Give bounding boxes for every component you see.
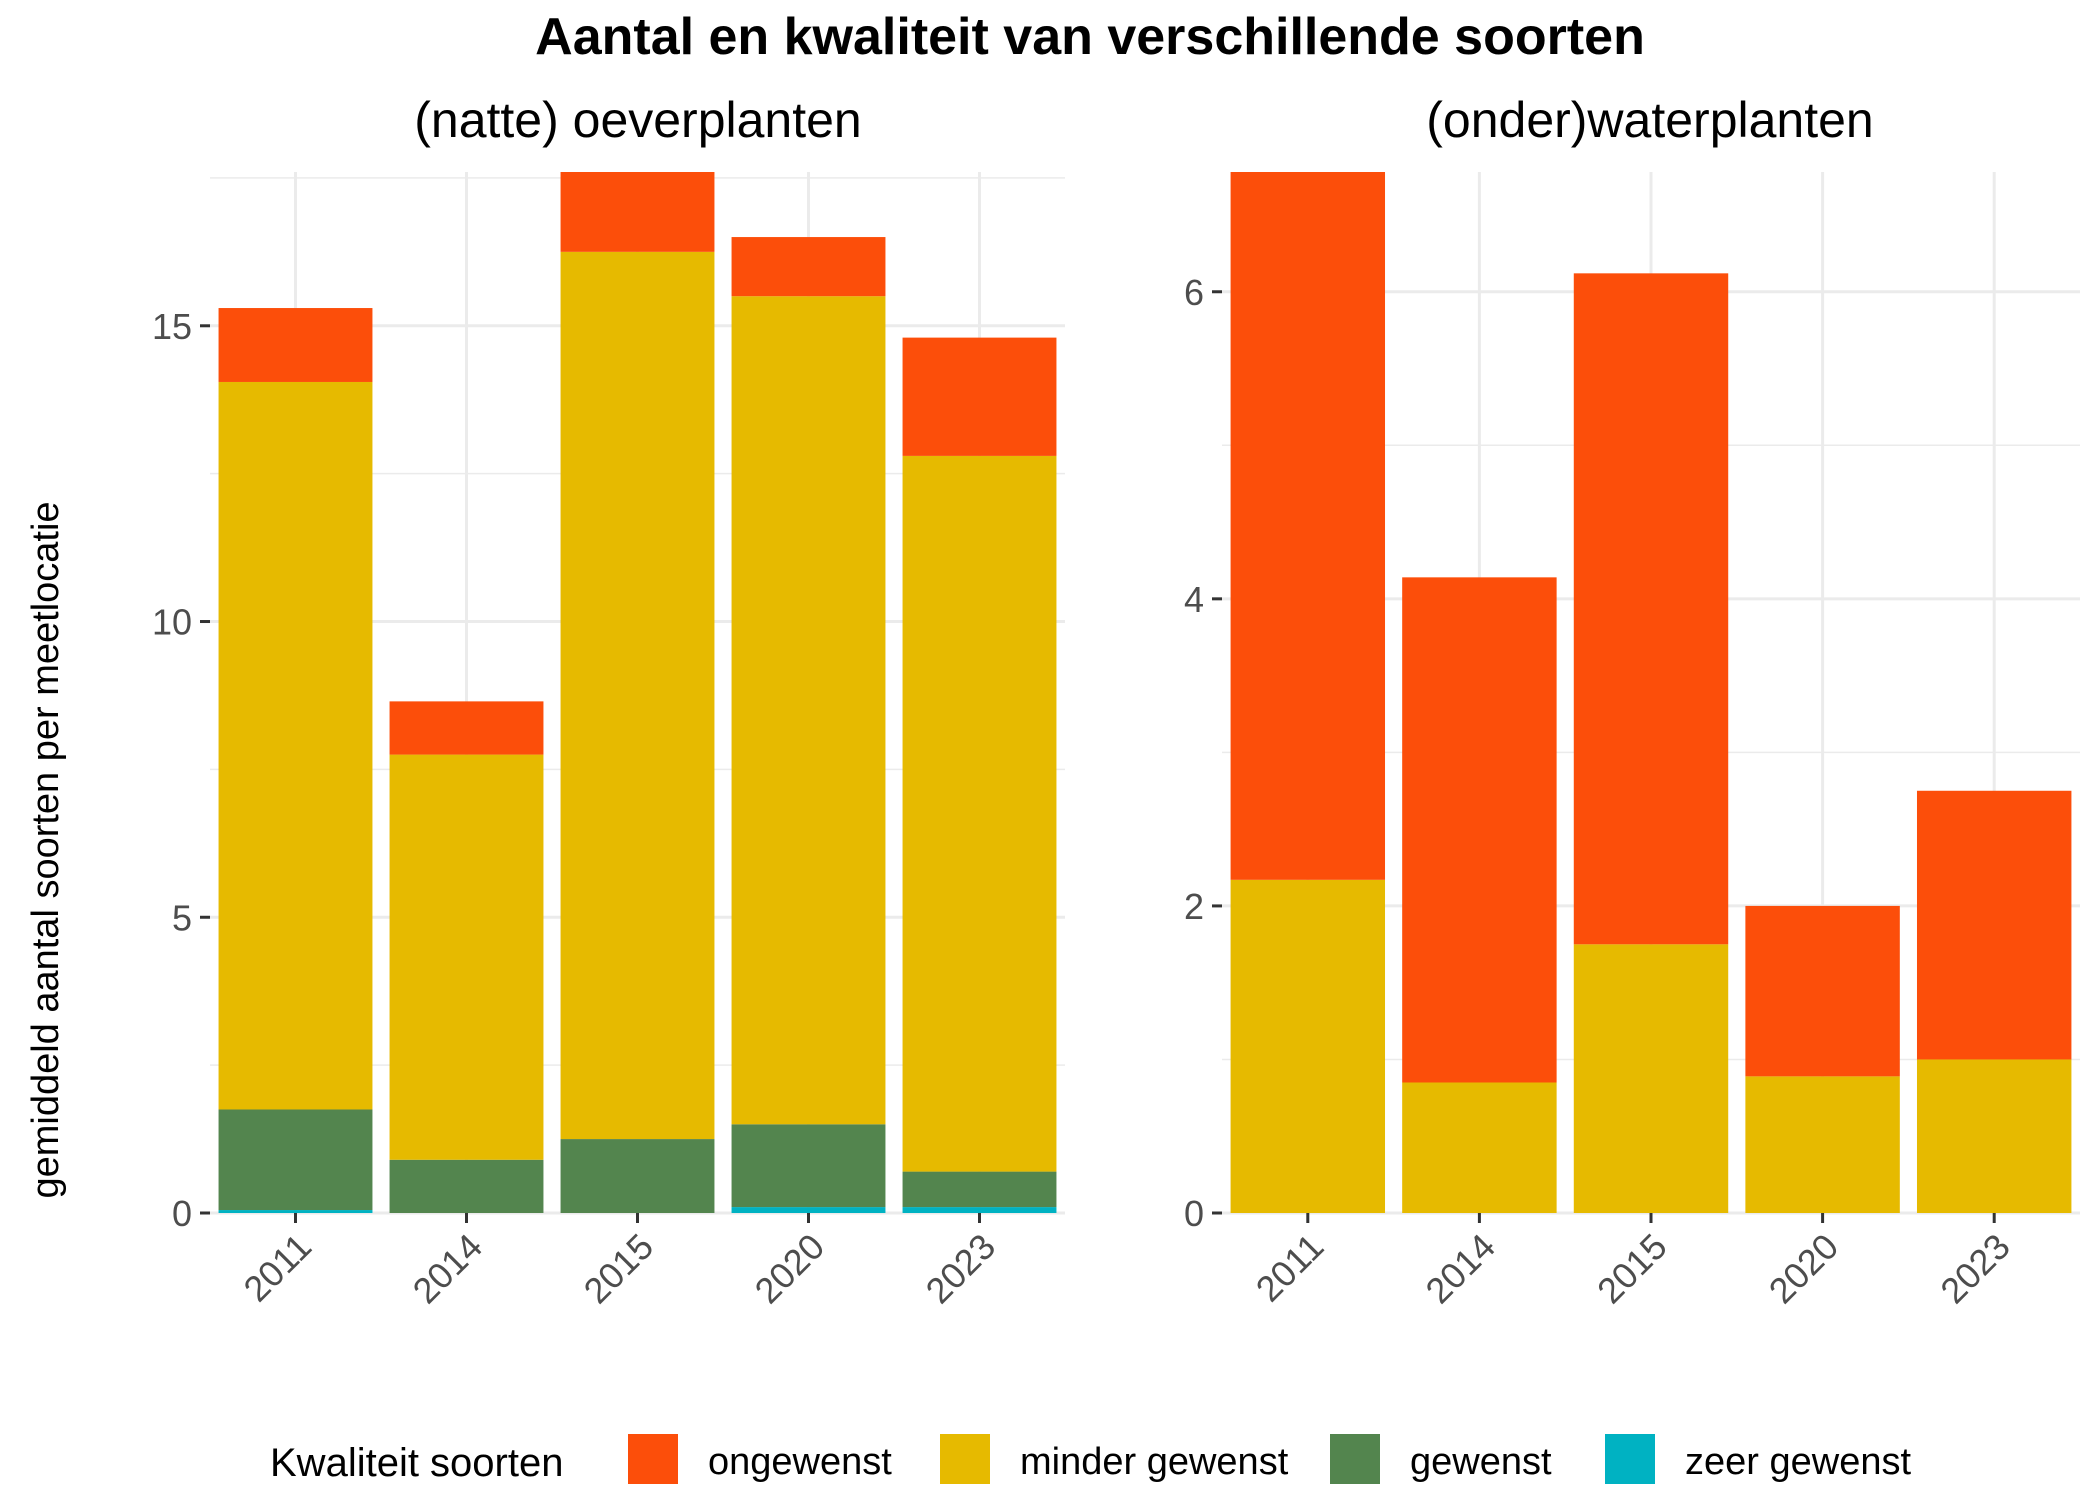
y-tick-label: 2 (1184, 886, 1204, 927)
bar-left-2020-zeer-gewenst (731, 1207, 886, 1213)
legend-key-ongewenst (628, 1434, 678, 1484)
y-tick-label: 0 (1184, 1193, 1204, 1234)
panel-title-right: (onder)waterplanten (1426, 92, 1874, 148)
legend-label: gewenst (1410, 1441, 1552, 1483)
y-tick-label: 15 (152, 306, 192, 347)
panel-right: 0 2 4 6 2011 2014 2015 2020 2023 (1184, 172, 2080, 1311)
bar-right-2020-minder-gewenst (1745, 1076, 1900, 1213)
bar-left-2011-ongewenst (218, 308, 373, 382)
legend-title: Kwaliteit soorten (270, 1441, 563, 1485)
bar-right-2014-minder-gewenst (1402, 1082, 1557, 1213)
x-tick-label: 2014 (1417, 1226, 1503, 1312)
x-tick-label: 2015 (576, 1226, 662, 1312)
legend-key-zeer-gewenst (1605, 1434, 1655, 1484)
y-tick-label: 4 (1184, 579, 1204, 620)
legend-label: zeer gewenst (1685, 1441, 1911, 1483)
x-tick-label: 2020 (1761, 1226, 1847, 1312)
y-axis-title: gemiddeld aantal soorten per meetlocatie (25, 501, 67, 1198)
bar-right-2020-ongewenst (1745, 905, 1900, 1077)
bar-left-2014-gewenst (389, 1159, 544, 1213)
bar-left-2020-ongewenst (731, 237, 886, 297)
bar-left-2023-zeer-gewenst (902, 1207, 1057, 1213)
x-tick-label: 2023 (1932, 1226, 2018, 1312)
bar-right-2023-minder-gewenst (1916, 1059, 2072, 1213)
bar-left-2011-minder-gewenst (218, 381, 373, 1110)
y-tick-label: 6 (1184, 272, 1204, 313)
bar-left-2014-minder-gewenst (389, 754, 544, 1160)
x-tick-label: 2014 (405, 1226, 491, 1312)
x-tick-label: 2020 (747, 1226, 833, 1312)
legend-label: minder gewenst (1020, 1441, 1289, 1483)
panel-left: 0 5 10 15 2011 2014 2015 2020 2023 (152, 172, 1065, 1311)
bar-left-2023-minder-gewenst (902, 455, 1057, 1172)
bar-left-2015-gewenst (560, 1139, 715, 1213)
bar-right-2015-minder-gewenst (1573, 944, 1729, 1213)
plot-panels: 0 5 10 15 2011 2014 2015 2020 2023 0 2 4 6 2011 2014 20… (152, 172, 2080, 1311)
legend-key-minder-gewenst (940, 1434, 990, 1484)
x-tick-label: 2015 (1589, 1226, 1675, 1312)
panel-title-left: (natte) oeverplanten (414, 92, 862, 148)
bar-right-2015-ongewenst (1573, 273, 1729, 945)
bar-left-2023-gewenst (902, 1171, 1057, 1208)
x-tick-label: 2023 (918, 1226, 1004, 1312)
chart-title: Aantal en kwaliteit van verschillende so… (535, 8, 1645, 66)
bar-right-2011-ongewenst (1230, 172, 1386, 880)
bar-left-2015-ongewenst (560, 172, 715, 252)
legend: Kwaliteit soorten ongewenst minder gewens… (270, 1434, 1911, 1485)
bar-right-2011-minder-gewenst (1230, 879, 1386, 1213)
bar-right-2014-ongewenst (1402, 577, 1557, 1083)
bar-right-2023-ongewenst (1916, 790, 2072, 1060)
bar-left-2011-gewenst (218, 1109, 373, 1211)
x-tick-label: 2011 (235, 1226, 319, 1310)
y-tick-label: 5 (172, 897, 192, 938)
bar-left-2011-zeer-gewenst (218, 1210, 373, 1213)
bar-left-2023-ongewenst (902, 337, 1057, 456)
bar-left-2020-minder-gewenst (731, 296, 886, 1125)
bar-left-2014-ongewenst (389, 701, 544, 755)
y-tick-label: 10 (152, 602, 192, 643)
y-tick-label: 0 (172, 1193, 192, 1234)
x-tick-label: 2011 (1248, 1226, 1332, 1310)
legend-label: ongewenst (708, 1441, 892, 1483)
legend-key-gewenst (1330, 1434, 1380, 1484)
bar-left-2020-gewenst (731, 1124, 886, 1208)
bar-left-2015-minder-gewenst (560, 251, 715, 1140)
